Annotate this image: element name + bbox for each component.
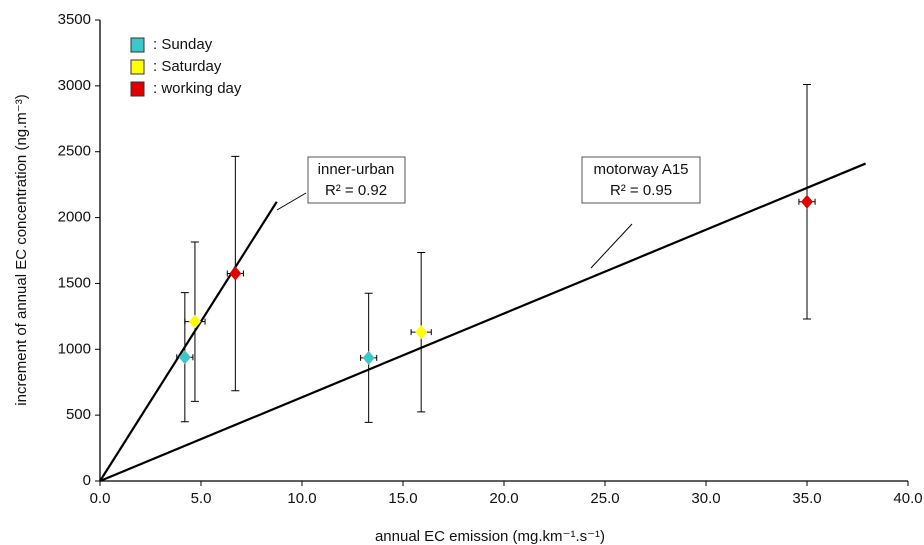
data-point-group (176, 292, 194, 423)
x-tick-label: 20.0 (489, 490, 518, 507)
data-point-group (184, 241, 206, 402)
data-point (415, 325, 428, 340)
annotation-motorway: motorway A15 R² = 0.95 (581, 156, 701, 269)
annotation-pointer (590, 223, 633, 269)
data-point (229, 266, 242, 281)
legend-swatch (130, 37, 145, 53)
annotation-label: inner-urban (318, 161, 395, 178)
y-tick-label: 1000 (58, 340, 91, 357)
legend-label: : Sunday (153, 36, 213, 53)
y-tick-label: 2500 (58, 143, 91, 160)
data-point-group (798, 84, 816, 320)
x-tick-label: 40.0 (893, 490, 922, 507)
regression-line (99, 162, 867, 483)
x-tick-label: 25.0 (590, 490, 619, 507)
x-tick-label: 35.0 (792, 490, 821, 507)
y-tick-label: 2000 (58, 209, 91, 226)
y-tick-label: 3000 (58, 77, 91, 94)
data-point (362, 350, 375, 365)
x-tick-label: 10.0 (287, 490, 316, 507)
data-point-group (360, 292, 378, 423)
annotation-inner-urban: inner-urban R² = 0.92 (276, 156, 406, 211)
y-tick-label: 1500 (58, 274, 91, 291)
annotation-box (307, 156, 406, 204)
legend-swatch (130, 81, 145, 97)
annotation-pointer (276, 192, 307, 211)
legend-label: : Saturday (153, 58, 222, 75)
x-axis-label: annual EC emission (mg.km⁻¹.s⁻¹) (375, 528, 605, 545)
x-tick-label: 0.0 (90, 490, 111, 507)
legend-swatch (130, 59, 145, 75)
x-tick-label: 30.0 (691, 490, 720, 507)
y-axis-label: increment of annual EC concentration (ng… (13, 94, 30, 405)
data-point (188, 314, 201, 329)
x-tick-label: 5.0 (191, 490, 212, 507)
data-point (178, 350, 191, 365)
data-point-group (226, 155, 244, 392)
regression-line (99, 201, 278, 482)
y-tick-label: 0 (83, 472, 91, 489)
x-tick-label: 15.0 (388, 490, 417, 507)
annotation-label: motorway A15 (593, 161, 688, 178)
annotation-box (581, 156, 701, 204)
y-tick-label: 500 (66, 406, 91, 423)
y-tick-label: 3500 (58, 11, 91, 28)
annotation-r2: R² = 0.95 (610, 182, 672, 199)
legend-label: : working day (153, 80, 242, 97)
annotation-r2: R² = 0.92 (325, 182, 387, 199)
data-point-group (410, 251, 432, 413)
data-point (801, 194, 813, 209)
